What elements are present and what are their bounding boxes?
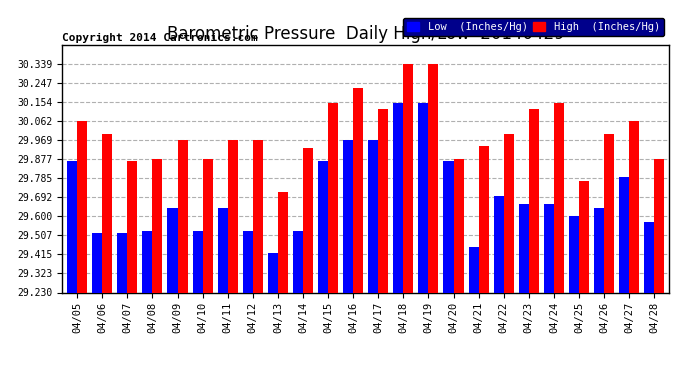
Bar	[619, 177, 629, 292]
Bar	[428, 64, 438, 292]
Bar	[193, 231, 203, 292]
Bar	[469, 247, 479, 292]
Bar	[604, 134, 614, 292]
Bar	[404, 64, 413, 292]
Bar	[544, 204, 554, 292]
Bar	[228, 140, 238, 292]
Bar	[453, 159, 464, 292]
Bar	[368, 140, 378, 292]
Bar	[353, 88, 363, 292]
Bar	[343, 140, 353, 292]
Bar	[493, 196, 504, 292]
Text: Copyright 2014 Cartronics.com: Copyright 2014 Cartronics.com	[62, 33, 258, 42]
Bar	[418, 103, 428, 292]
Bar	[92, 233, 102, 292]
Bar	[152, 159, 162, 292]
Bar	[243, 231, 253, 292]
Bar	[128, 160, 137, 292]
Bar	[569, 216, 579, 292]
Bar	[278, 192, 288, 292]
Bar	[579, 181, 589, 292]
Bar	[594, 208, 604, 292]
Bar	[203, 159, 213, 292]
Bar	[253, 140, 263, 292]
Bar	[102, 134, 112, 292]
Bar	[303, 148, 313, 292]
Bar	[117, 233, 128, 292]
Bar	[393, 103, 404, 292]
Bar	[504, 134, 514, 292]
Bar	[177, 140, 188, 292]
Bar	[519, 204, 529, 292]
Bar	[77, 122, 87, 292]
Bar	[168, 208, 177, 292]
Bar	[554, 103, 564, 292]
Bar	[654, 159, 664, 292]
Bar	[479, 146, 489, 292]
Bar	[444, 160, 453, 292]
Bar	[629, 122, 639, 292]
Legend: Low  (Inches/Hg), High  (Inches/Hg): Low (Inches/Hg), High (Inches/Hg)	[403, 18, 664, 36]
Title: Barometric Pressure  Daily High/Low  20140429: Barometric Pressure Daily High/Low 20140…	[167, 26, 564, 44]
Bar	[142, 231, 152, 292]
Bar	[318, 160, 328, 292]
Bar	[529, 109, 539, 292]
Bar	[644, 222, 654, 292]
Bar	[268, 254, 278, 292]
Bar	[293, 231, 303, 292]
Bar	[217, 208, 228, 292]
Bar	[378, 109, 388, 292]
Bar	[67, 160, 77, 292]
Bar	[328, 103, 338, 292]
